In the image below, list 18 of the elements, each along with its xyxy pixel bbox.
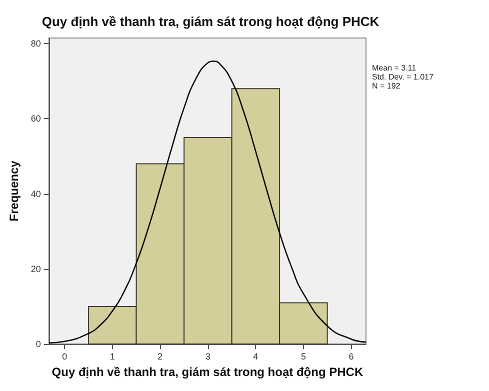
x-tick-label: 6 [348, 352, 354, 362]
y-tick-label: 20 [30, 264, 41, 274]
chart-title: Quy định về thanh tra, giám sát trong hoạt động PHCK [42, 14, 380, 29]
x-tick-label: 1 [110, 352, 115, 362]
text: Mean = 3.11 [372, 64, 417, 72]
x-tick-label: 4 [253, 352, 258, 362]
y-tick-label: 0 [36, 339, 41, 349]
x-tick-label: 5 [300, 352, 306, 362]
x-tick-label: 3 [205, 352, 210, 362]
x-axis-title: Quy định về thanh tra, giám sát trong hoạt động PHCK [52, 365, 364, 379]
text: Std. Dev. = 1.017 [372, 72, 434, 82]
text: N = 192 [372, 82, 401, 90]
y-axis-title: Frequency [7, 160, 21, 222]
y-tick-label: 60 [30, 114, 41, 124]
y-tick-label: 40 [30, 188, 41, 199]
x-tick-label: 0 [62, 352, 68, 362]
y-tick-label: 80 [30, 38, 41, 49]
x-tick-label: 2 [158, 352, 163, 362]
